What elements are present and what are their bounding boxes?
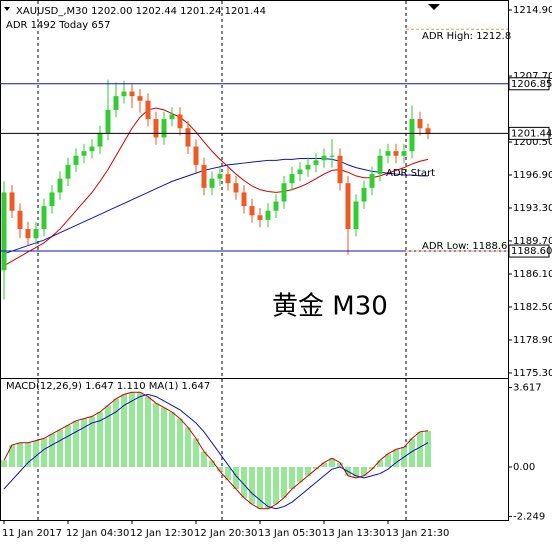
level-label: 1188.60 xyxy=(511,246,552,257)
candle-body xyxy=(9,192,15,211)
candle-body xyxy=(201,164,207,188)
chart-title: XAUUSD_,M30 1202.00 1202.44 1201.24 1201… xyxy=(16,6,266,17)
adr-label: ADR High: 1212.8 xyxy=(422,31,511,42)
candle-body xyxy=(337,155,343,184)
candle-body xyxy=(353,201,359,230)
plot-frame xyxy=(0,0,509,521)
y-tick-label: 1214.90 xyxy=(513,5,552,16)
y-tick-label: 1186.10 xyxy=(513,269,552,280)
candle-body xyxy=(153,119,159,138)
y-tick-label: 1193.30 xyxy=(513,203,552,214)
candle-body xyxy=(281,183,287,202)
macd-title: MACD(12,26,9) 1.647 1.110 MA(1) 1.647 xyxy=(6,381,210,392)
candle-body xyxy=(265,210,271,220)
level-box xyxy=(508,244,550,258)
candle-body xyxy=(377,155,383,175)
candle-body xyxy=(137,96,143,101)
candle-body xyxy=(329,155,335,157)
candle-body xyxy=(313,160,319,165)
candle-body xyxy=(41,206,47,230)
candle-body xyxy=(129,91,135,97)
adr-label: ADR Low: 1188.6 xyxy=(422,241,507,252)
candle-body xyxy=(345,183,351,230)
candle-body xyxy=(73,155,79,165)
candle-body xyxy=(297,169,303,175)
chart-subtitle: ADR 1492 Today 657 xyxy=(6,20,110,31)
candle-body xyxy=(169,114,175,120)
candle-body xyxy=(81,151,87,156)
level-box xyxy=(508,77,550,91)
y-tick-label: 0.00 xyxy=(513,462,535,473)
y-tick-label: 1189.70 xyxy=(513,236,552,247)
candle-body xyxy=(417,119,423,129)
y-tick-label: 1178.90 xyxy=(513,335,552,346)
candle-body xyxy=(121,91,127,97)
candle-body xyxy=(241,192,247,207)
y-tick-label: -2.249 xyxy=(513,511,545,522)
moving-average xyxy=(3,157,428,255)
x-tick-label: 12 Jan 04:30 xyxy=(66,528,129,539)
candle-body xyxy=(289,174,295,184)
candle-body xyxy=(225,174,231,184)
level-label: 1206.85 xyxy=(511,79,552,90)
candle-body xyxy=(217,174,223,179)
candle-body xyxy=(273,201,279,211)
candle-body xyxy=(361,187,367,202)
candle-body xyxy=(65,164,71,179)
x-tick-label: 13 Jan 05:30 xyxy=(258,528,321,539)
candle-body xyxy=(369,174,375,188)
candle-body xyxy=(113,96,119,110)
x-tick-label: 12 Jan 20:30 xyxy=(194,528,257,539)
x-tick-label: 13 Jan 21:30 xyxy=(386,528,449,539)
candle-body xyxy=(177,114,183,129)
y-tick-label: 1207.70 xyxy=(513,71,552,82)
candle-body xyxy=(25,229,31,239)
moving-average xyxy=(3,107,429,267)
candle-body xyxy=(305,164,311,170)
menu-icon xyxy=(4,7,10,11)
candle-body xyxy=(425,128,431,134)
candle-body xyxy=(89,146,95,152)
level-label: 1201.44 xyxy=(511,128,552,139)
y-tick-label: 3.617 xyxy=(513,382,542,393)
y-tick-label: 1182.50 xyxy=(513,302,552,313)
candle-body xyxy=(393,151,399,156)
candle-body xyxy=(233,183,239,193)
candle-body xyxy=(185,128,191,147)
candle-body xyxy=(249,206,255,216)
candle-body xyxy=(321,155,327,161)
indicator-line xyxy=(3,393,429,510)
candle-body xyxy=(161,119,167,138)
candle-body xyxy=(49,192,55,207)
candle-body xyxy=(385,151,391,156)
level-box xyxy=(508,126,550,140)
watermark: 黄金 M30 xyxy=(272,292,388,322)
y-tick-label: 1196.90 xyxy=(513,170,552,181)
candle-body xyxy=(209,178,215,188)
x-tick-label: 11 Jan 2017 xyxy=(2,528,62,539)
x-tick-label: 13 Jan 13:30 xyxy=(322,528,385,539)
candle-body xyxy=(401,151,407,156)
candle-body xyxy=(145,100,151,120)
candle-body xyxy=(257,215,263,220)
candle-body xyxy=(33,229,39,239)
candle-body xyxy=(97,132,103,147)
y-tick-label: 1200.50 xyxy=(513,137,552,148)
candle-body xyxy=(105,109,111,133)
indicator-line xyxy=(3,391,429,510)
y-tick-label: 1175.30 xyxy=(513,368,552,379)
x-tick-label: 12 Jan 12:30 xyxy=(130,528,193,539)
candle-body xyxy=(17,210,23,230)
candle-body xyxy=(193,146,199,165)
candle-body xyxy=(1,192,7,271)
shift-marker xyxy=(428,4,440,10)
candle-body xyxy=(57,178,63,193)
candle-body xyxy=(409,119,415,152)
adr-start-label: ADR Start xyxy=(386,168,435,179)
